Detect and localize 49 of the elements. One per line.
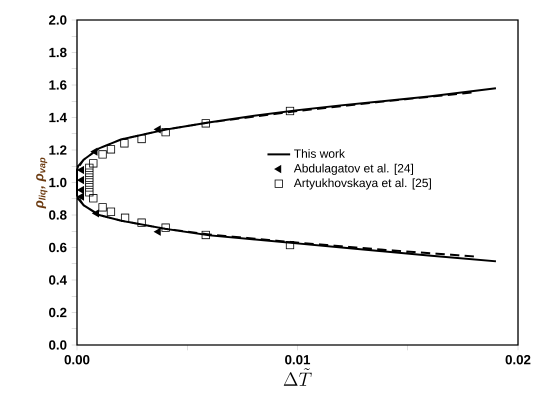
legend-label: Artyukhovskaya et al. [25] xyxy=(294,178,431,190)
legend-label: This work xyxy=(294,149,345,158)
point xyxy=(120,214,130,222)
point xyxy=(85,174,94,182)
point xyxy=(85,188,94,196)
point xyxy=(77,186,84,194)
point xyxy=(98,150,107,159)
y-tick-label: 1.6 xyxy=(49,80,67,90)
legend-label: Abdulagatov et al. [24] xyxy=(294,164,414,175)
point xyxy=(137,134,146,144)
y-tick-label: 1.0 xyxy=(49,178,66,188)
point xyxy=(90,148,98,156)
point xyxy=(162,128,170,136)
point xyxy=(89,194,98,202)
y-tick-label: 0.8 xyxy=(49,210,67,220)
x-axis-title: $\Delta\tilde{T}$ xyxy=(284,368,312,386)
point xyxy=(137,218,146,227)
point xyxy=(202,230,210,240)
point xyxy=(85,164,94,172)
point xyxy=(106,208,116,216)
point xyxy=(85,168,94,177)
point xyxy=(92,209,100,218)
point xyxy=(77,166,84,174)
text: 0.00 xyxy=(64,355,90,364)
point xyxy=(162,224,170,232)
x-tick-label: 0.01 xyxy=(285,355,310,364)
point xyxy=(106,145,116,154)
point xyxy=(154,228,161,236)
y-tick-label: 1.2 xyxy=(49,145,66,155)
point xyxy=(286,240,294,250)
y-tick-label: 0.6 xyxy=(49,242,67,252)
x-tick-label: 0.02 xyxy=(506,355,530,364)
y-tick-label: 0.0 xyxy=(49,340,66,350)
point xyxy=(77,192,84,201)
point xyxy=(77,176,84,184)
y-tick-label: 1.8 xyxy=(49,48,67,58)
point xyxy=(286,106,294,116)
point xyxy=(89,159,98,168)
point xyxy=(202,119,210,128)
point xyxy=(85,183,94,192)
y-tick-label: 2.0 xyxy=(48,15,66,25)
y-tick-label: 0.2 xyxy=(49,308,66,318)
y-tick-label: 1.4 xyxy=(49,112,67,122)
point xyxy=(120,139,129,148)
point xyxy=(85,178,94,187)
point xyxy=(98,203,107,212)
point xyxy=(154,125,161,134)
y-axis-title: ρ$_{liq}$, ρ$_{vap}$ xyxy=(36,158,48,209)
y-tick-label: 0.4 xyxy=(49,275,67,285)
